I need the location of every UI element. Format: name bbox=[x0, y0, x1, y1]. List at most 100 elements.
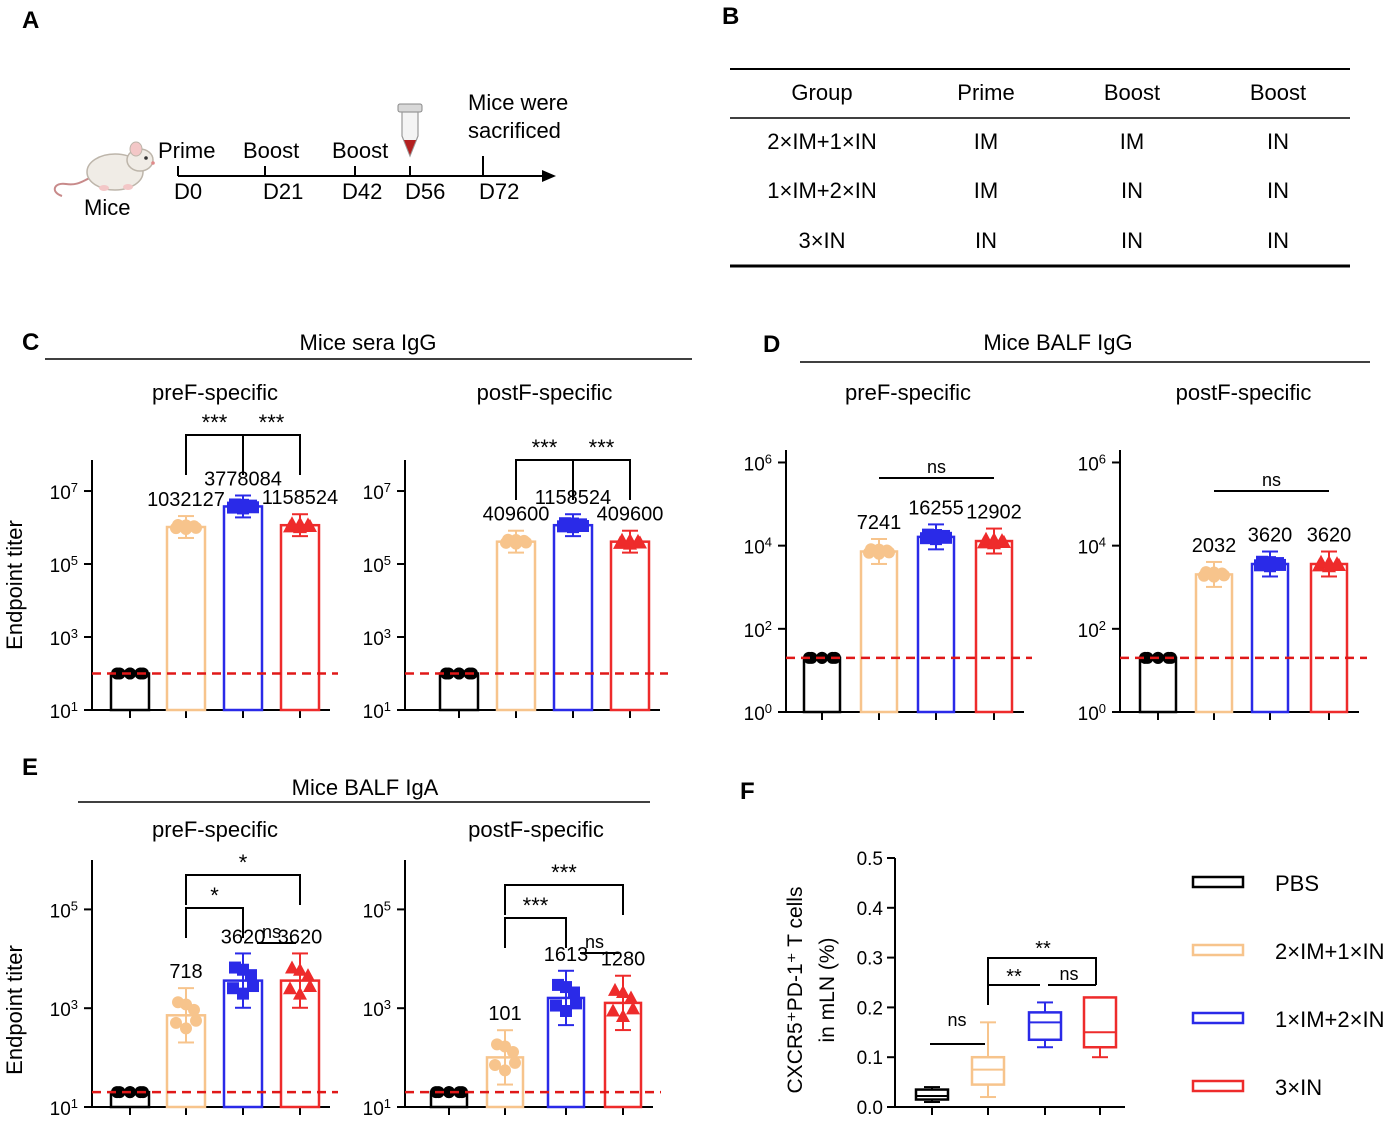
data-point bbox=[1264, 560, 1276, 573]
data-label: 2032 bbox=[1192, 535, 1237, 557]
data-point bbox=[507, 1045, 519, 1058]
data-point bbox=[1208, 570, 1220, 583]
significance-bracket bbox=[504, 884, 624, 915]
data-label: 1613 bbox=[544, 944, 589, 966]
y-tick-label: 100 bbox=[1078, 701, 1106, 726]
y-tick-label: 0.1 bbox=[857, 1048, 883, 1069]
chart-title: preF-specific bbox=[152, 380, 278, 405]
data-point bbox=[303, 979, 317, 993]
data-point bbox=[247, 980, 259, 993]
significance-bracket bbox=[185, 907, 244, 938]
significance-label: *** bbox=[551, 860, 577, 885]
bar-1×IM+2×IN bbox=[1250, 562, 1290, 714]
y-tick-label: 100 bbox=[744, 701, 772, 726]
significance-bracket bbox=[242, 434, 301, 475]
data-label: 718 bbox=[169, 961, 202, 983]
data-label: 409600 bbox=[597, 504, 664, 526]
charts-layer: preF-specific Endpoint titer 101 103 105 107 1… bbox=[2, 380, 1384, 1120]
box-3×IN bbox=[1082, 996, 1118, 1049]
section-title-d: Mice BALF IgG bbox=[983, 330, 1132, 355]
y-tick-label: 105 bbox=[363, 898, 391, 923]
chart-title: postF-specific bbox=[477, 380, 613, 405]
mice-label: Mice bbox=[84, 195, 130, 220]
y-axis-label-line2: in mLN (%) bbox=[816, 937, 839, 1042]
table-cell: 1×IM+2×IN bbox=[767, 178, 876, 203]
day-label-d72: D72 bbox=[479, 179, 519, 204]
data-point bbox=[550, 999, 562, 1012]
data-point bbox=[509, 1056, 521, 1069]
y-tick-label: 105 bbox=[50, 553, 78, 578]
data-point bbox=[293, 520, 307, 534]
legend-label: 1×IM+2×IN bbox=[1275, 1007, 1384, 1032]
mouse-icon bbox=[53, 141, 155, 197]
significance-label: ns bbox=[585, 932, 604, 952]
table-cell: IM bbox=[1120, 129, 1144, 154]
data-point bbox=[489, 1058, 501, 1071]
significance-label: ns bbox=[947, 1010, 966, 1030]
table-cell: IM bbox=[974, 178, 998, 203]
data-point bbox=[873, 547, 885, 560]
panel-f-letter: F bbox=[740, 778, 755, 805]
data-point bbox=[1322, 559, 1336, 573]
sacrifice-label-line1: Mice were bbox=[468, 90, 568, 115]
y-tick-label: 103 bbox=[50, 626, 78, 651]
data-label: 7241 bbox=[857, 512, 902, 534]
y-tick-label: 104 bbox=[1078, 534, 1106, 559]
table-cell: IN bbox=[1267, 228, 1289, 253]
significance-label: ** bbox=[1035, 938, 1051, 960]
data-point bbox=[805, 651, 818, 664]
bar-3×IN bbox=[279, 523, 321, 712]
y-tick-label: 0.5 bbox=[857, 849, 883, 870]
data-label: 1032127 bbox=[147, 489, 225, 511]
table-cell: IM bbox=[974, 129, 998, 154]
bar-2×IM+1×IN bbox=[495, 540, 537, 712]
chart-c-postfspecific: postF-specific10110310510740960011585244… bbox=[363, 380, 668, 723]
bar-PBS bbox=[802, 656, 842, 714]
chart-title: preF-specific bbox=[845, 380, 971, 405]
table-cell: 2×IM+1×IN bbox=[767, 129, 876, 154]
timeline-boost1-label: Boost bbox=[243, 138, 299, 163]
chart-title: postF-specific bbox=[468, 817, 604, 842]
table-header-prime: Prime bbox=[957, 80, 1014, 105]
y-tick-label: 101 bbox=[50, 1096, 78, 1121]
y-tick-label: 101 bbox=[363, 699, 391, 724]
y-axis-label-line1: CXCR5⁺PD-1⁺ T cells bbox=[784, 887, 807, 1094]
bar-1×IM+2×IN bbox=[222, 505, 264, 712]
table-header-boost2: Boost bbox=[1250, 80, 1306, 105]
bar-1×IM+2×IN bbox=[552, 523, 594, 712]
bar-3×IN bbox=[974, 539, 1014, 714]
data-label: 3620 bbox=[1307, 525, 1352, 547]
data-point bbox=[568, 986, 580, 999]
chart-f-boxplot: CXCR5⁺PD-1⁺ T cells in mLN (%) 0.0 0.1 0.2 0.… bbox=[784, 849, 1384, 1119]
data-point bbox=[180, 522, 192, 535]
data-point bbox=[245, 969, 257, 982]
significance-bracket bbox=[185, 874, 301, 905]
data-label: 1280 bbox=[601, 949, 646, 971]
chart-d-prefspecific: preF-specific 100 102 104 106 7241 16255 12902 n… bbox=[744, 380, 1032, 725]
section-title-c: Mice sera IgG bbox=[300, 330, 437, 355]
data-point bbox=[442, 667, 455, 680]
data-point bbox=[443, 1086, 455, 1099]
data-point bbox=[285, 960, 299, 974]
data-label: 3620 bbox=[278, 926, 323, 948]
bar-1×IM+2×IN bbox=[916, 535, 956, 714]
significance-label: ns bbox=[927, 457, 946, 477]
bar-2×IM+1×IN bbox=[165, 525, 207, 712]
y-tick-label: 102 bbox=[1078, 617, 1106, 642]
box-2×IM+1×IN bbox=[970, 1055, 1006, 1086]
data-point bbox=[615, 532, 629, 546]
legend-swatch bbox=[1191, 875, 1245, 889]
box-1×IM+2×IN bbox=[1027, 1011, 1063, 1042]
data-point bbox=[113, 667, 126, 680]
y-tick-label: 105 bbox=[50, 898, 78, 923]
bar-2×IM+1×IN bbox=[859, 550, 899, 714]
data-point bbox=[1314, 554, 1328, 568]
timeline-boost2-label: Boost bbox=[332, 138, 388, 163]
chart-e-postfspecific: postF-specific 101 103 105 101 1613 1280 ******… bbox=[363, 817, 661, 1120]
y-tick-label: 103 bbox=[363, 997, 391, 1022]
data-point bbox=[570, 997, 582, 1010]
data-point bbox=[995, 533, 1009, 547]
y-tick-label: 107 bbox=[363, 480, 391, 505]
panel-b: B Group Prime Boost Boost 2×IM+1×IN IM I… bbox=[722, 3, 1350, 268]
y-axis-label: Endpoint titer bbox=[2, 945, 27, 1075]
